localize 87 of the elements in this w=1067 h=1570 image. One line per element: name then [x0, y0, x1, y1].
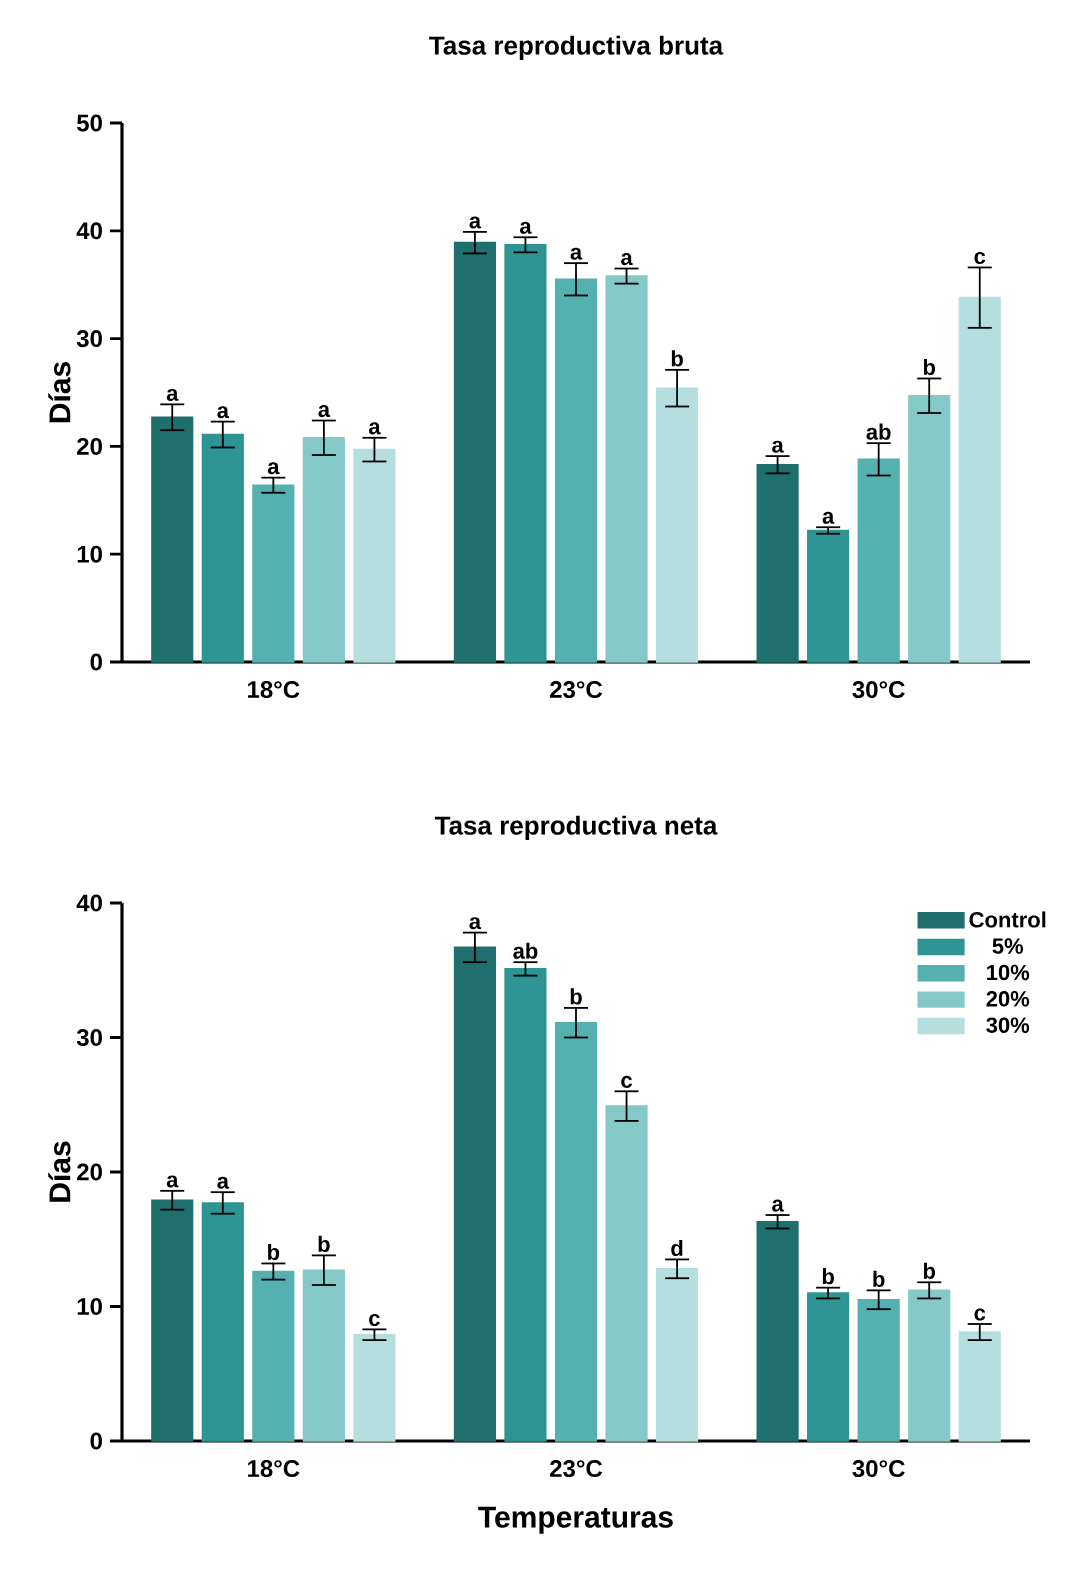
- data-label: b: [923, 358, 936, 376]
- data-label: ab: [513, 942, 538, 959]
- data-label: b: [822, 1268, 834, 1285]
- bar: [958, 1331, 1001, 1442]
- bar: [554, 278, 598, 663]
- y-axis-title: Días: [48, 362, 71, 423]
- data-label: a: [570, 247, 583, 260]
- y-tick-label: 20: [77, 437, 102, 455]
- data-label: a: [166, 388, 179, 401]
- bar: [605, 1105, 648, 1442]
- bar: [605, 275, 648, 663]
- data-label: a: [217, 406, 230, 419]
- chart-title: Tasa reproductiva neta: [434, 815, 718, 840]
- bar: [857, 1298, 900, 1442]
- bar: [453, 241, 496, 663]
- y-axis-title: Días: [48, 1141, 71, 1202]
- x-axis-title: Temperaturas: [478, 1506, 673, 1534]
- legend-label: 30%: [986, 1017, 1030, 1033]
- data-label: a: [822, 511, 835, 524]
- bar: [151, 416, 194, 663]
- data-label: a: [469, 216, 482, 229]
- bar: [201, 433, 244, 663]
- bar: [857, 458, 900, 663]
- y-tick-label: 10: [77, 545, 102, 563]
- data-label: c: [974, 252, 986, 265]
- bar: [958, 296, 1001, 663]
- bar: [656, 387, 699, 663]
- y-tick-label: 30: [76, 330, 102, 348]
- bar: [504, 968, 547, 1442]
- bar: [504, 244, 547, 663]
- data-label: a: [520, 221, 532, 234]
- y-tick-label: 40: [76, 222, 102, 240]
- x-tick-label: 30°C: [852, 681, 905, 699]
- data-label: a: [772, 1199, 784, 1212]
- bar: [807, 1292, 850, 1442]
- y-tick-label: 20: [77, 1163, 102, 1181]
- data-label: a: [772, 440, 784, 453]
- x-tick-label: 23°C: [550, 1460, 603, 1478]
- data-label: b: [268, 1243, 280, 1261]
- bar: [453, 946, 496, 1442]
- data-label: a: [267, 462, 280, 475]
- x-tick-label: 30°C: [852, 1460, 905, 1478]
- data-label: c: [369, 1313, 380, 1326]
- bar: [302, 436, 345, 663]
- bar: [908, 394, 951, 663]
- bar: [201, 1202, 244, 1442]
- data-label: d: [671, 1239, 683, 1257]
- bar: [756, 1220, 799, 1442]
- bar: [252, 484, 295, 663]
- data-label: c: [621, 1075, 632, 1088]
- data-label: c: [974, 1308, 986, 1321]
- data-label: a: [621, 253, 633, 266]
- bar: [807, 529, 850, 663]
- data-label: a: [469, 917, 482, 930]
- bar: [353, 1333, 396, 1442]
- data-label: a: [368, 422, 381, 435]
- data-label: a: [166, 1175, 179, 1188]
- bar: [151, 1199, 194, 1442]
- x-tick-label: 23°C: [550, 681, 603, 699]
- data-label: a: [318, 405, 331, 418]
- bar: [554, 1021, 598, 1442]
- y-tick-label: 0: [90, 653, 102, 671]
- bar: [302, 1269, 345, 1442]
- data-label: ab: [866, 423, 891, 440]
- x-tick-label: 18°C: [248, 681, 300, 699]
- data-label: b: [570, 988, 582, 1005]
- data-label: b: [671, 350, 683, 367]
- bar: [252, 1270, 295, 1442]
- bar: [353, 448, 396, 663]
- legend-label: 5%: [992, 938, 1024, 954]
- data-label: b: [318, 1235, 330, 1252]
- legend-label: 10%: [987, 964, 1030, 981]
- y-tick-label: 0: [90, 1432, 102, 1450]
- y-tick-label: 40: [76, 894, 102, 912]
- bar: [656, 1268, 699, 1442]
- x-tick-label: 18°C: [248, 1460, 300, 1478]
- bar: [908, 1289, 951, 1442]
- chart-title: Tasa reproductiva bruta: [429, 35, 724, 60]
- legend-label: 20%: [986, 991, 1030, 1007]
- y-tick-label: 30: [76, 1029, 102, 1047]
- data-label: b: [873, 1270, 885, 1287]
- y-tick-label: 50: [76, 114, 102, 132]
- legend-label: Control: [969, 911, 1046, 928]
- data-label: b: [923, 1262, 936, 1279]
- y-tick-label: 10: [77, 1298, 102, 1315]
- data-label: a: [217, 1176, 230, 1189]
- bar: [756, 463, 799, 663]
